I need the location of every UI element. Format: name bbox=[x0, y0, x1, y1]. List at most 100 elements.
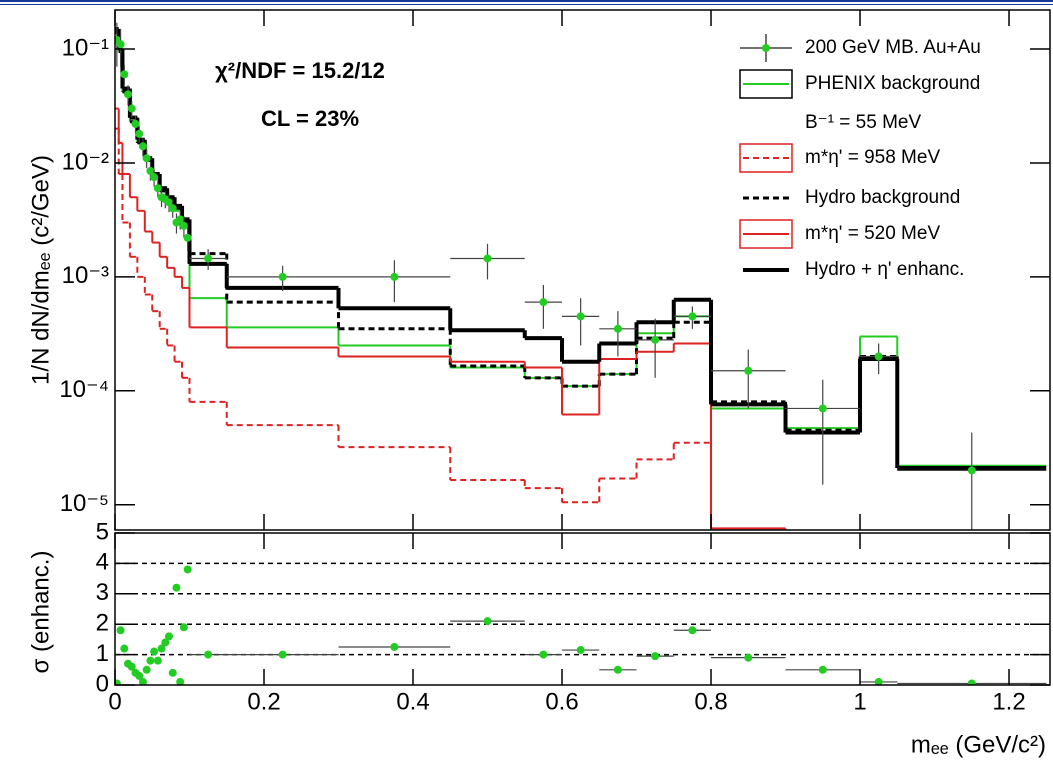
data-point bbox=[131, 119, 140, 128]
data-point bbox=[390, 272, 399, 281]
data-point bbox=[651, 652, 660, 661]
annotation: CL = 23% bbox=[261, 106, 359, 131]
x-tick-label: 1 bbox=[853, 688, 866, 715]
legend-label: PHENIX background bbox=[805, 73, 980, 94]
legend-symbol bbox=[739, 219, 793, 249]
y-tick-label: 10⁻⁵ bbox=[60, 490, 109, 517]
data-point bbox=[176, 677, 185, 685]
data-point bbox=[204, 254, 213, 263]
y-tick-label: 5 bbox=[96, 518, 109, 545]
data-point bbox=[744, 366, 753, 375]
data-point bbox=[116, 626, 125, 635]
data-point bbox=[967, 466, 976, 475]
x-tick-label: 0.8 bbox=[694, 688, 727, 715]
data-point bbox=[818, 404, 827, 413]
y-tick-label: 0 bbox=[96, 670, 109, 697]
plot-frame bbox=[114, 532, 1051, 686]
y-tick-label: 3 bbox=[96, 579, 109, 606]
legend-label: 200 GeV MB. Au+Au bbox=[805, 37, 981, 58]
x-axis-title: mₑₑ (GeV/c²) bbox=[911, 731, 1046, 758]
data-point bbox=[168, 668, 177, 677]
legend-label: Hydro background bbox=[805, 187, 960, 208]
data-point bbox=[183, 565, 192, 574]
data-point bbox=[651, 335, 660, 344]
data-point bbox=[278, 650, 287, 659]
frame-border bbox=[0, 4, 1053, 5]
y-tick-label: 10⁻¹ bbox=[62, 34, 109, 61]
x-tick-label: 0.6 bbox=[545, 688, 578, 715]
data-point bbox=[576, 312, 585, 321]
x-tick-label: 1.2 bbox=[992, 688, 1025, 715]
data-point bbox=[138, 142, 147, 151]
data-point bbox=[688, 626, 697, 635]
legend-symbol bbox=[739, 69, 793, 99]
data-point bbox=[146, 656, 155, 665]
legend-label: Hydro + η' enhanc. bbox=[805, 259, 964, 280]
data-point bbox=[165, 632, 174, 641]
data-point bbox=[153, 656, 162, 665]
legend-label: m*η' = 520 MeV bbox=[805, 223, 940, 244]
data-point bbox=[874, 352, 883, 361]
x-tick-label: 0 bbox=[108, 688, 121, 715]
y-tick-label: 2 bbox=[96, 610, 109, 637]
legend-note: B⁻¹ = 55 MeV bbox=[805, 112, 921, 133]
data-point bbox=[165, 198, 174, 207]
data-point bbox=[744, 653, 753, 662]
data-point bbox=[150, 173, 159, 182]
data-point bbox=[157, 644, 166, 653]
data-point bbox=[120, 644, 129, 653]
bottom-plot-area bbox=[115, 562, 1050, 685]
legend-symbol bbox=[762, 44, 770, 52]
plot-frame bbox=[114, 9, 1051, 531]
legend-symbol bbox=[739, 143, 793, 173]
data-point bbox=[967, 679, 976, 685]
data-point bbox=[204, 650, 213, 659]
data-point bbox=[127, 662, 136, 671]
data-point bbox=[120, 70, 129, 79]
y-axis-title: 1/N dN/dmₑₑ (c²/GeV) bbox=[27, 155, 54, 385]
data-point bbox=[161, 638, 170, 647]
data-point bbox=[539, 650, 548, 659]
data-point bbox=[142, 665, 151, 674]
data-point bbox=[483, 254, 492, 263]
y-tick-label: 10⁻³ bbox=[62, 262, 109, 289]
data-point bbox=[153, 184, 162, 193]
data-point bbox=[179, 221, 188, 230]
frame-border bbox=[0, 0, 1053, 2]
legend-label: m*η' = 958 MeV bbox=[805, 147, 940, 168]
data-point bbox=[539, 298, 548, 307]
data-point bbox=[172, 583, 181, 592]
data-point bbox=[116, 40, 125, 49]
annotation: χ²/NDF = 15.2/12 bbox=[215, 58, 385, 83]
data-point bbox=[179, 623, 188, 632]
x-tick-label: 0.4 bbox=[396, 688, 429, 715]
data-point bbox=[115, 679, 121, 685]
data-point bbox=[874, 677, 883, 685]
y-tick-label: 10⁻² bbox=[62, 148, 109, 175]
top-plot-area bbox=[115, 22, 1047, 530]
y-tick-label: 1 bbox=[96, 640, 109, 667]
data-point bbox=[688, 312, 697, 321]
data-point bbox=[818, 665, 827, 674]
data-point bbox=[576, 646, 585, 655]
data-point bbox=[138, 677, 147, 685]
y-tick-label: 10⁻⁴ bbox=[59, 376, 109, 403]
data-point bbox=[483, 617, 492, 626]
data-point bbox=[176, 215, 185, 224]
x-tick-label: 0.2 bbox=[247, 688, 280, 715]
data-point bbox=[183, 233, 192, 242]
data-point bbox=[127, 104, 136, 113]
data-point bbox=[135, 671, 144, 680]
y-tick-label: 4 bbox=[96, 549, 109, 576]
data-point bbox=[390, 643, 399, 651]
data-point bbox=[150, 647, 159, 656]
data-point bbox=[168, 204, 177, 213]
y-axis-title: σ (enhanc.) bbox=[27, 551, 54, 674]
data-point bbox=[613, 665, 622, 674]
data-point bbox=[278, 272, 287, 281]
data-point bbox=[146, 166, 155, 175]
data-point bbox=[142, 154, 151, 163]
data-point bbox=[124, 90, 133, 99]
